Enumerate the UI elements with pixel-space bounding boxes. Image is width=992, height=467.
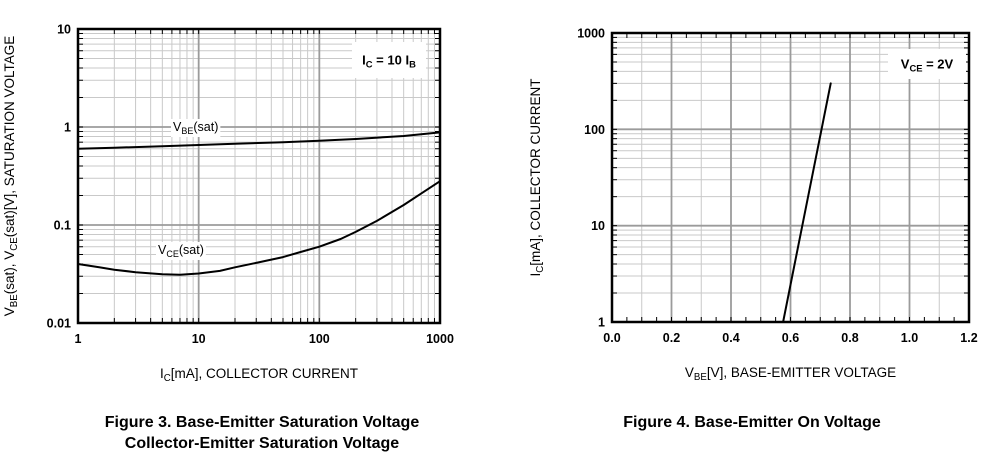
x-tick-label: 1000 [426, 332, 454, 346]
annotation-text: VCE = 2V [901, 57, 954, 74]
grid-major [78, 29, 440, 323]
y-tick-label: 1000 [577, 27, 605, 41]
y-axis-title: VBE(sat), VCE(sat)[V], SATURATION VOLTAG… [2, 36, 20, 316]
series-curve-VCE(sat) [77, 180, 441, 276]
figure4-caption-line1: Figure 4. Base-Emitter On Voltage [623, 414, 881, 431]
figure3-caption-line2: Collector-Emitter Saturation Voltage [124, 435, 400, 452]
series-curve-VBE(sat) [77, 131, 441, 150]
plot-frame [610, 31, 971, 324]
y-tick-label: 10 [591, 219, 605, 233]
x-axis-title: IC[mA], COLLECTOR CURRENT [160, 366, 358, 384]
y-tick-label: 1 [598, 316, 605, 330]
x-tick-label: 1.2 [960, 331, 977, 345]
x-tick-label: 0.0 [603, 331, 620, 345]
x-tick-label: 10 [192, 332, 206, 346]
y-tick-label: 1 [64, 121, 71, 135]
x-tick-label: 1.0 [901, 331, 918, 345]
y-tick-label: 0.01 [47, 317, 71, 331]
x-tick-label: 1 [75, 332, 82, 346]
curve-label-bg [171, 119, 221, 137]
x-axis-title: VBE[V], BASE-EMITTER VOLTAGE [685, 365, 896, 383]
x-tick-label: 0.6 [782, 331, 799, 345]
figure3-caption: Figure 3. Base-Emitter Saturation Voltag… [14, 412, 510, 454]
y-tick-label: 0.1 [54, 219, 71, 233]
x-tick-label: 100 [309, 332, 330, 346]
x-tick-label: 0.8 [841, 331, 858, 345]
figure4-caption: Figure 4. Base-Emitter On Voltage [504, 412, 992, 433]
figure3-caption-line1: Figure 3. Base-Emitter Saturation Voltag… [104, 414, 420, 431]
y-axis-title: IC[mA], COLLECTOR CURRENT [528, 78, 546, 276]
grid-minor [78, 29, 440, 323]
annotation-box [352, 42, 426, 78]
x-tick-label: 0.2 [663, 331, 680, 345]
curve-label-VCE(sat): VCE(sat) [158, 243, 204, 259]
annotation-text: IC = 10 IB [362, 53, 416, 70]
y-tick-label: 100 [584, 123, 605, 137]
curve-label-bg [156, 242, 206, 260]
grid-major [612, 33, 969, 322]
x-tick-label: 0.4 [722, 331, 739, 345]
figure4-base-emitter-on-voltage-chart: VCE = 2V 0.0 0.2 0.4 0.6 0.8 1.0 1.2 1000 100 10 1 V… [528, 27, 978, 384]
curve-label-VBE(sat): VBE(sat) [173, 120, 218, 136]
plot-frame [76, 27, 442, 325]
annotation-box [888, 49, 966, 79]
series-curve-0 [782, 82, 832, 323]
y-tick-label: 10 [57, 23, 71, 37]
